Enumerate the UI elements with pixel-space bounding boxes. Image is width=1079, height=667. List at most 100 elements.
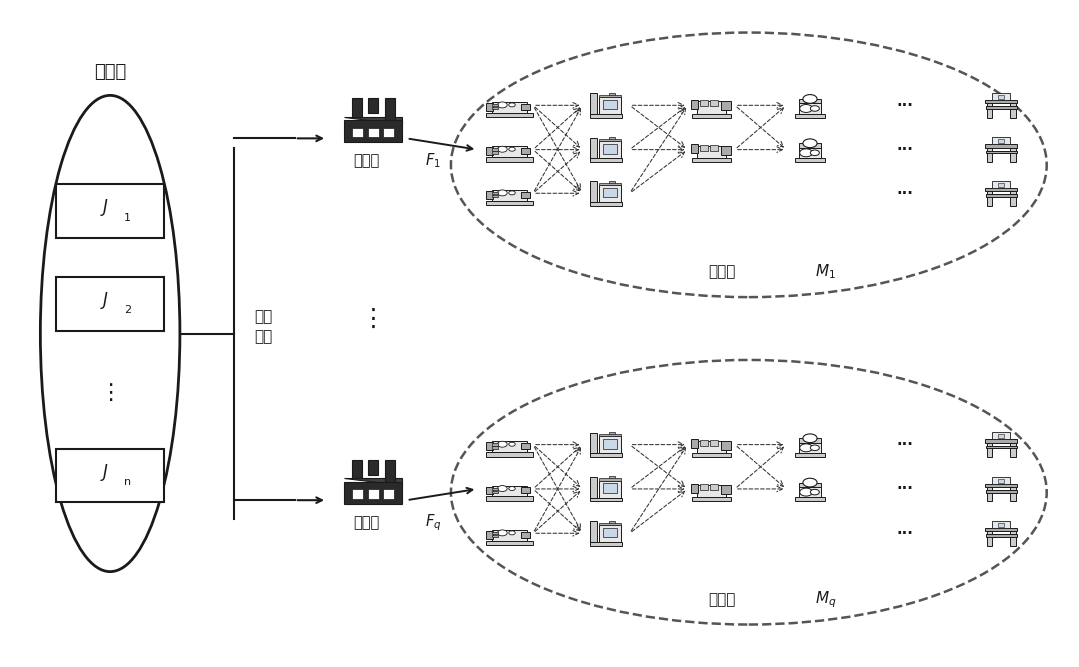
Bar bbox=[986, 487, 992, 501]
Circle shape bbox=[497, 442, 507, 447]
Bar bbox=[590, 181, 597, 202]
Bar bbox=[599, 139, 620, 141]
Bar bbox=[985, 484, 1017, 487]
Bar bbox=[344, 482, 402, 504]
Bar bbox=[985, 145, 1017, 147]
Bar bbox=[590, 137, 597, 158]
Circle shape bbox=[800, 488, 812, 496]
Bar bbox=[998, 139, 1005, 143]
Bar bbox=[721, 441, 732, 450]
Bar bbox=[603, 484, 617, 493]
Circle shape bbox=[800, 444, 812, 452]
Text: ⋮: ⋮ bbox=[360, 307, 385, 331]
Bar bbox=[798, 486, 821, 498]
Bar bbox=[700, 484, 708, 490]
Bar bbox=[487, 113, 533, 117]
Bar bbox=[521, 191, 530, 197]
Polygon shape bbox=[344, 117, 402, 123]
Bar bbox=[599, 481, 620, 498]
Text: 分配
工厂: 分配 工厂 bbox=[255, 309, 273, 344]
Bar bbox=[492, 146, 528, 157]
Bar bbox=[383, 127, 394, 137]
Bar bbox=[590, 202, 623, 205]
Text: 加工厂: 加工厂 bbox=[354, 515, 380, 530]
Bar bbox=[998, 95, 1005, 99]
Bar bbox=[1010, 443, 1015, 457]
Bar bbox=[692, 158, 730, 162]
Bar bbox=[609, 521, 615, 525]
Bar bbox=[590, 432, 597, 454]
Bar bbox=[794, 158, 825, 162]
Bar bbox=[599, 185, 620, 202]
Bar bbox=[998, 523, 1005, 527]
Bar bbox=[492, 535, 498, 537]
Bar bbox=[697, 145, 726, 158]
Bar bbox=[492, 149, 498, 151]
Bar bbox=[985, 107, 1016, 109]
Bar bbox=[599, 434, 620, 436]
Bar bbox=[492, 102, 528, 113]
Circle shape bbox=[803, 434, 817, 443]
Bar bbox=[710, 145, 718, 151]
Text: 机器集: 机器集 bbox=[708, 592, 736, 607]
Bar bbox=[368, 490, 379, 499]
Bar bbox=[603, 187, 617, 197]
Bar bbox=[487, 201, 533, 205]
Bar bbox=[998, 183, 1005, 187]
Bar bbox=[798, 442, 821, 453]
Bar bbox=[985, 528, 1017, 532]
Bar bbox=[692, 498, 730, 501]
Bar bbox=[492, 190, 528, 201]
Bar bbox=[794, 453, 825, 457]
Text: $M_q$: $M_q$ bbox=[816, 589, 837, 610]
FancyBboxPatch shape bbox=[56, 277, 164, 331]
Bar bbox=[692, 453, 730, 457]
Bar bbox=[609, 137, 615, 141]
Bar bbox=[985, 100, 1017, 103]
Bar bbox=[710, 484, 718, 490]
Bar bbox=[794, 113, 825, 117]
Circle shape bbox=[810, 490, 819, 495]
Bar bbox=[599, 97, 620, 114]
Bar bbox=[344, 120, 402, 143]
Bar bbox=[985, 188, 1017, 191]
Bar bbox=[599, 183, 620, 185]
Bar bbox=[700, 145, 708, 151]
Bar bbox=[599, 436, 620, 454]
Bar bbox=[986, 532, 992, 546]
Bar bbox=[492, 530, 528, 541]
Circle shape bbox=[497, 146, 507, 152]
Bar bbox=[492, 107, 498, 109]
Bar bbox=[487, 452, 533, 456]
Bar bbox=[368, 98, 378, 113]
Bar bbox=[603, 144, 617, 153]
Bar bbox=[352, 98, 361, 117]
Text: $J$: $J$ bbox=[100, 462, 109, 483]
Bar bbox=[599, 478, 620, 481]
Bar bbox=[798, 147, 821, 158]
Bar bbox=[487, 191, 493, 199]
Bar bbox=[992, 181, 1010, 188]
Bar bbox=[492, 446, 498, 449]
Bar bbox=[492, 195, 498, 197]
Bar bbox=[487, 157, 533, 161]
Bar bbox=[590, 542, 623, 546]
Bar bbox=[986, 443, 992, 457]
Bar bbox=[1010, 191, 1015, 205]
Bar bbox=[492, 192, 498, 195]
Circle shape bbox=[497, 486, 507, 492]
Bar bbox=[368, 460, 378, 475]
Bar bbox=[794, 498, 825, 501]
Bar bbox=[1010, 103, 1015, 117]
Text: 1: 1 bbox=[124, 213, 131, 223]
Bar bbox=[599, 141, 620, 158]
Bar bbox=[986, 147, 992, 162]
Bar bbox=[492, 442, 528, 452]
FancyBboxPatch shape bbox=[56, 184, 164, 238]
Bar bbox=[697, 441, 726, 453]
Circle shape bbox=[497, 530, 507, 536]
Bar bbox=[521, 148, 530, 154]
Bar bbox=[521, 488, 530, 494]
Bar bbox=[385, 460, 395, 482]
Bar bbox=[985, 534, 1016, 537]
